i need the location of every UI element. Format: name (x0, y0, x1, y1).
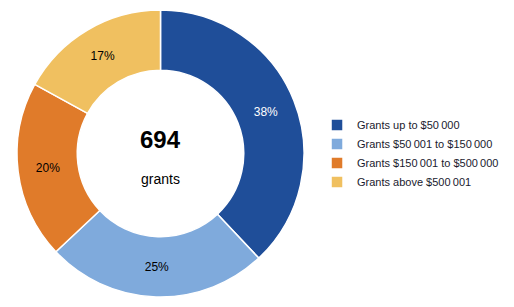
svg-text:grants: grants (141, 171, 180, 187)
svg-text:694: 694 (140, 126, 181, 153)
svg-text:25%: 25% (145, 260, 169, 274)
svg-text:Grants above $500 001: Grants above $500 001 (357, 176, 471, 188)
svg-text:Grants $150 001 to $500 000: Grants $150 001 to $500 000 (357, 157, 498, 169)
svg-text:Grants up to $50 000: Grants up to $50 000 (357, 119, 460, 131)
svg-text:Grants $50 001 to $150 000: Grants $50 001 to $150 000 (357, 138, 492, 150)
svg-text:17%: 17% (91, 49, 115, 63)
svg-text:20%: 20% (36, 161, 60, 175)
svg-text:38%: 38% (254, 105, 278, 119)
